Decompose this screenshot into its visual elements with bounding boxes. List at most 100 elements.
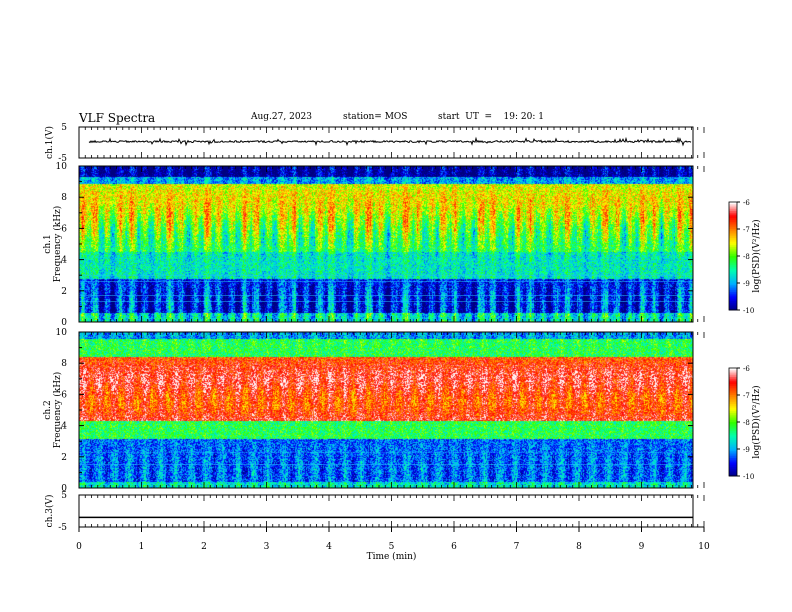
ch2-colorbar-cell (729, 398, 737, 401)
ch1-colorbar-tick-label: -6 (743, 199, 750, 207)
panel-frame-1 (78, 126, 694, 159)
ch1-colorbar-cell (729, 266, 737, 270)
ch1-colorbar-cell (729, 248, 737, 252)
ch1-colorbar-cell (729, 306, 737, 309)
ch2-colorbar-cell (729, 449, 737, 452)
ch2-colorbar-cell (729, 416, 737, 419)
xtick-label-3: 3 (264, 542, 270, 552)
ch1-colorbar-cell (729, 301, 737, 304)
ch1-colorbar-cell (729, 308, 737, 311)
ch1-spec-ylabel: Frequency (kHz) (52, 206, 63, 283)
ch2-colorbar-cell (729, 465, 737, 468)
ch2-spec-ytick-label: 6 (61, 390, 67, 400)
ch1-colorbar-cell (729, 293, 737, 297)
ch2-colorbar-cell (729, 405, 737, 409)
ch1-colorbar-cell (729, 292, 737, 295)
ch1-colorbar-cell (729, 229, 737, 232)
ch1-colorbar-cell (729, 274, 737, 277)
ch1-colorbar-cell (729, 268, 737, 271)
ch1-colorbar-cell (729, 247, 737, 250)
ch1-colorbar-cell (729, 257, 737, 261)
ch2-colorbar-cell (729, 441, 737, 445)
ch2-colorbar-cell (729, 470, 737, 473)
ch2-colorbar-cell (729, 423, 737, 427)
ch3-wave-ytick-label: 5 (61, 491, 67, 501)
ch1-waveform-line (88, 136, 692, 147)
ch2-colorbar-cell (729, 375, 737, 378)
ch2-colorbar-cell (729, 384, 737, 387)
ch2-colorbar-tick-label: -8 (743, 419, 750, 427)
ch2-colorbar-cell (729, 396, 737, 400)
ch2-colorbar-cell (729, 434, 737, 437)
ch2-colorbar-label: log(PSD)(V²/Hz) (751, 385, 762, 458)
ch1-colorbar-cell (729, 250, 737, 253)
ch1-colorbar-cell (729, 288, 737, 291)
ch2-colorbar-cell (729, 450, 737, 454)
ch1-colorbar-cell (729, 234, 737, 237)
ch2-spec-ytick-label: 8 (61, 359, 67, 369)
ch2-colorbar-cell (729, 395, 737, 398)
ch2-colorbar-cell (729, 377, 737, 380)
ch2-colorbar-cell (729, 438, 737, 441)
xtick-label-10: 10 (698, 542, 710, 552)
ch3-wave-ytick-label: -5 (58, 523, 67, 533)
ch2-colorbar-cell (729, 429, 737, 432)
date-label: Aug.27, 2023 (251, 112, 312, 122)
ch1-colorbar-tick-label: -8 (743, 253, 750, 261)
ch2-colorbar-cell (729, 404, 737, 407)
ch2-colorbar-cell (729, 373, 737, 376)
ch2-colorbar-cell (729, 463, 737, 466)
ch2-spec-ylabel: Frequency (kHz) (52, 372, 63, 449)
ch2-spec-ytick-label: 0 (61, 484, 67, 494)
ch1-spec-ytick-label: 8 (61, 193, 67, 203)
ch1-colorbar-cell (729, 299, 737, 302)
ch1-wave-ytick-label: -5 (58, 154, 67, 164)
ch1-colorbar-cell (729, 279, 737, 282)
ch2-colorbar-cell (729, 380, 737, 383)
ch2-colorbar-cell (729, 458, 737, 461)
ch1-spec-ytick-label: 4 (61, 256, 67, 266)
ch1-colorbar-cell (729, 284, 737, 288)
ch1-colorbar-cell (729, 275, 737, 279)
ch1-colorbar-cell (729, 211, 737, 214)
ch1-colorbar-cell (729, 259, 737, 262)
xtick-label-2: 2 (201, 542, 207, 552)
figure-title: VLF Spectra (79, 111, 156, 125)
x-axis-label: Time (min) (367, 551, 417, 562)
ch1-spec-ytick-label: 0 (61, 318, 67, 328)
ch2-colorbar-cell (729, 436, 737, 439)
ch2-colorbar-tick-label: -9 (743, 446, 750, 454)
ch2-spec-ytick-label: 4 (61, 422, 67, 432)
ch2-colorbar-cell (729, 420, 737, 423)
ch2-colorbar-cell (729, 387, 737, 391)
ch1-colorbar-cell (729, 252, 737, 255)
ch2-colorbar-cell (729, 391, 737, 394)
start-time-label: start UT = 19: 20: 1 (438, 112, 544, 122)
ch1-colorbar-cell (729, 297, 737, 300)
ch1-spec-ytick-label: 10 (56, 162, 68, 172)
ch1-colorbar-cell (729, 295, 737, 298)
ch2-colorbar-cell (729, 409, 737, 412)
ch2-spec-ylabel-channel: ch.2 (43, 400, 53, 419)
ch2-colorbar-cell (729, 382, 737, 385)
ch1-colorbar-cell (729, 227, 737, 230)
ch2-colorbar-cell (729, 386, 737, 389)
ch1-colorbar-cell (729, 203, 737, 207)
ch2-colorbar-cell (729, 468, 737, 472)
ch1-colorbar-cell (729, 263, 737, 266)
ch2-colorbar-cell (729, 400, 737, 403)
ch2-colorbar-cell (729, 432, 737, 436)
ch1-colorbar-cell (729, 245, 737, 248)
ch1-colorbar-cell (729, 302, 737, 306)
ch2-spec-ytick-label: 2 (61, 453, 67, 463)
ch1-colorbar-cell (729, 205, 737, 208)
ch2-colorbar-tick-label: -10 (743, 473, 754, 481)
ch1-colorbar-cell (729, 304, 737, 307)
ch2-colorbar-cell (729, 422, 737, 425)
ch1-colorbar-cell (729, 239, 737, 243)
ch2-colorbar-cell (729, 407, 737, 410)
ch1-colorbar-cell (729, 225, 737, 228)
ch3-waveform-ylabel: ch.3(V) (44, 495, 55, 528)
ch2-colorbar-cell (729, 369, 737, 373)
ch2-colorbar-cell (729, 467, 737, 470)
